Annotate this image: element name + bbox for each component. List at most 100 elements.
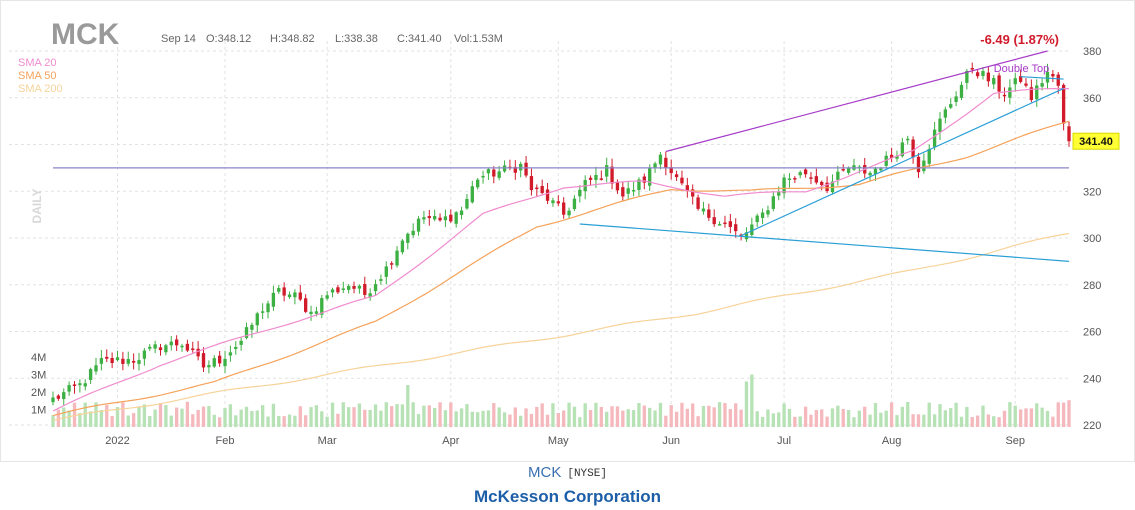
volume-bar [519, 415, 523, 427]
candle-body [879, 168, 883, 171]
volume-bar [583, 403, 587, 427]
candle-body [390, 263, 394, 265]
volume-bar [610, 406, 614, 427]
header-close: C:341.40 [397, 33, 442, 45]
header-low: L:338.38 [335, 33, 378, 45]
candle-body [873, 168, 878, 175]
candle-body [766, 210, 770, 215]
volume-bar [400, 404, 405, 427]
volume-bar [72, 402, 77, 427]
candle-body [271, 292, 276, 307]
volume-bar [502, 412, 507, 427]
volume-bar [126, 415, 130, 427]
candle-body [309, 311, 313, 315]
volume-bar [438, 402, 442, 427]
volume-bar [707, 405, 711, 427]
candle-body [707, 209, 711, 218]
volume-bar [664, 415, 668, 427]
volume-bar [744, 381, 749, 427]
volume-bar [723, 402, 727, 427]
candle-body [470, 186, 474, 203]
price-change: -6.49 (1.87%) [980, 32, 1059, 47]
price-tag-box [1072, 132, 1120, 150]
candle-body [556, 201, 560, 204]
volume-bar [1013, 405, 1017, 427]
candle-body [782, 177, 786, 194]
ticker-symbol: MCK [51, 18, 120, 51]
candle-body [416, 218, 421, 232]
volume-bar [352, 407, 356, 427]
candle-body [368, 293, 372, 298]
volume-bar [615, 406, 620, 427]
volume-bar [508, 414, 512, 427]
volume-bar [868, 414, 872, 427]
volume-bar [1024, 408, 1028, 427]
volume-bar [642, 405, 646, 427]
candle-body [868, 172, 872, 176]
volume-bar [481, 410, 485, 427]
volume-bar [298, 406, 302, 427]
candle-body [62, 392, 66, 400]
candle-body [266, 303, 270, 313]
candle-body [153, 344, 157, 349]
candle-body [422, 217, 426, 220]
candle-body [610, 166, 614, 184]
candle-body [992, 78, 996, 85]
volume-bar [535, 406, 539, 427]
volume-bar [712, 407, 716, 427]
volume-bar [916, 414, 921, 427]
volume-bar [271, 403, 276, 427]
candle-body [943, 109, 948, 118]
candle-body [771, 196, 776, 209]
footer-company-name[interactable]: McKesson Corporation [473, 487, 662, 506]
candle-body [997, 75, 1001, 92]
volume-bar [78, 413, 82, 427]
volume-bar [346, 407, 351, 427]
candle-body [293, 292, 297, 298]
volume-bar [282, 416, 286, 427]
candle-body [658, 154, 663, 165]
volume-bar [325, 416, 329, 427]
volume-bar [470, 411, 474, 427]
volume-bar [755, 411, 759, 427]
candle-body [637, 179, 641, 191]
x-tick-label: Jul [777, 435, 791, 447]
volume-tick-label: 1M [31, 405, 46, 417]
volume-bar [422, 405, 426, 427]
volume-bar [105, 405, 109, 427]
candle-body [1040, 83, 1044, 87]
candle-body [250, 324, 254, 330]
candle-body [223, 358, 227, 367]
double-top-annotation: Double Top [994, 63, 1049, 75]
footer-ticker[interactable]: MCK [528, 464, 562, 481]
candle-body [1013, 78, 1017, 85]
volume-bar [556, 412, 560, 427]
volume-bar [309, 407, 313, 427]
volume-bar [207, 406, 211, 427]
volume-bar [314, 405, 319, 427]
candle-body [793, 178, 797, 180]
candle-body [981, 71, 985, 76]
candle-body [846, 167, 851, 173]
volume-bar [1029, 408, 1034, 427]
volume-bar [846, 409, 851, 427]
volume-bar [852, 417, 856, 427]
candle-body [1067, 126, 1071, 142]
volume-bar [599, 406, 603, 427]
candle-body [1002, 94, 1007, 97]
header-volume: Vol:1.53M [454, 33, 503, 45]
candle-body [524, 162, 528, 176]
candle-body [406, 233, 410, 243]
candle-body [239, 340, 243, 345]
candle-body [777, 191, 781, 196]
volume-bar [244, 406, 249, 427]
volume-bar [814, 410, 819, 427]
volume-bar [153, 409, 157, 427]
candle-body [121, 358, 125, 364]
candle-body [234, 346, 238, 349]
candle-body [648, 167, 652, 186]
candle-body [137, 360, 141, 364]
volume-bar [954, 402, 958, 427]
volume-bar [373, 404, 378, 427]
x-tick-label: Aug [882, 435, 902, 447]
